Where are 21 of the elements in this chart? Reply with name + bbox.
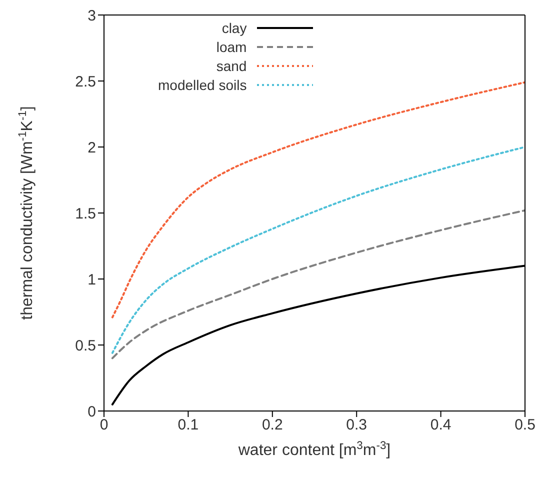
legend-label: clay xyxy=(222,20,247,36)
x-tick-label: 0.1 xyxy=(178,416,199,434)
x-tick-label: 0.2 xyxy=(262,416,283,434)
y-tick-label: 2 xyxy=(88,139,96,156)
legend-label: modelled soils xyxy=(158,76,247,92)
x-tick-label: 0.3 xyxy=(346,416,368,434)
y-tick-label: 2.5 xyxy=(75,73,96,90)
y-tick-label: 0.5 xyxy=(75,337,96,354)
y-tick-label: 0 xyxy=(88,403,96,420)
legend-label: loam xyxy=(216,38,247,54)
y-tick-label: 1.5 xyxy=(75,205,96,222)
line-series xyxy=(111,209,525,360)
legend-label: sand xyxy=(216,58,247,74)
x-tick-label: 0.4 xyxy=(430,416,452,434)
y-tick-label: 3 xyxy=(88,7,96,24)
line-series xyxy=(111,81,525,318)
x-tick-label: 0.5 xyxy=(514,416,536,434)
y-tick-label: 1 xyxy=(88,271,96,288)
line-series xyxy=(111,146,525,354)
x-tick-label: 0 xyxy=(100,416,108,434)
x-axis-title: water content [m$^{3}$m$^{-3}$] xyxy=(237,440,391,459)
